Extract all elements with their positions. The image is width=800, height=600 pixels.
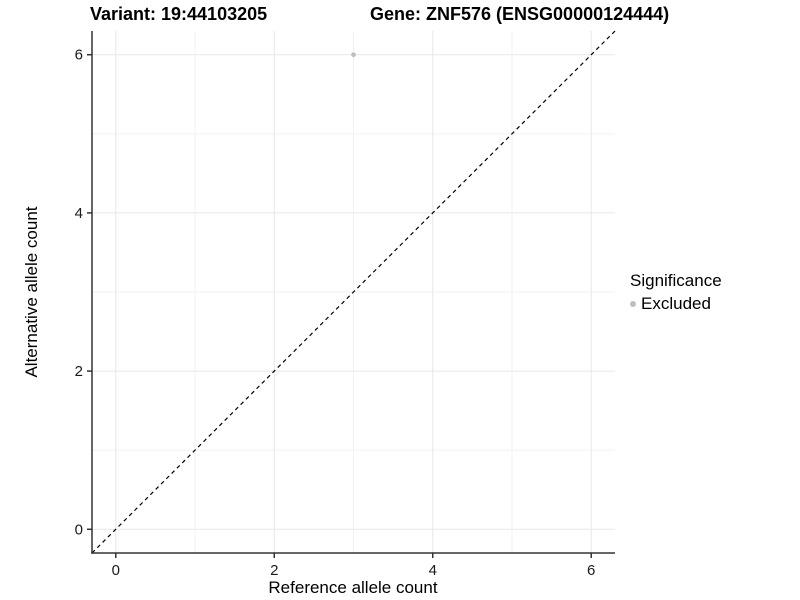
variant-title: Variant: 19:44103205 [90, 4, 268, 24]
y-axis-title: Alternative allele count [22, 206, 41, 378]
identity-line [91, 30, 616, 554]
y-tick-label: 6 [75, 47, 83, 64]
y-tick-label: 0 [75, 521, 83, 538]
legend: Significance Excluded [630, 271, 722, 314]
x-axis-title: Reference allele count [268, 578, 438, 597]
x-tick-label: 2 [270, 562, 278, 579]
legend-entry-label: Excluded [641, 294, 711, 313]
x-tick-label: 0 [112, 562, 120, 579]
y-tick-label: 2 [75, 363, 83, 380]
x-tick-label: 6 [587, 562, 595, 579]
legend-point-swatch-icon [630, 301, 636, 307]
data-point [351, 52, 356, 58]
y-tick-label: 4 [75, 205, 83, 222]
legend-title: Significance [630, 271, 722, 290]
legend-entry: Excluded [630, 294, 722, 314]
x-tick-label: 4 [429, 562, 437, 579]
gene-title: Gene: ZNF576 (ENSG00000124444) [370, 4, 670, 24]
